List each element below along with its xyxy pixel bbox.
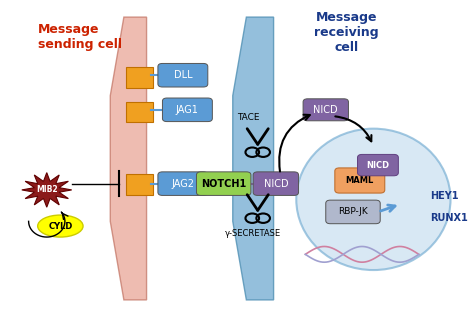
FancyBboxPatch shape	[163, 98, 212, 122]
Text: Message
sending cell: Message sending cell	[38, 23, 122, 51]
Text: Message
receiving
cell: Message receiving cell	[314, 11, 379, 54]
Polygon shape	[233, 17, 273, 300]
FancyBboxPatch shape	[126, 102, 154, 122]
Text: NICD: NICD	[264, 179, 288, 189]
Ellipse shape	[38, 215, 83, 237]
Text: TACE: TACE	[237, 113, 260, 122]
FancyBboxPatch shape	[335, 168, 385, 193]
FancyBboxPatch shape	[303, 99, 348, 121]
Text: RUNX1: RUNX1	[430, 213, 468, 223]
Text: NOTCH1: NOTCH1	[201, 179, 246, 189]
Text: NICD: NICD	[366, 161, 390, 170]
Ellipse shape	[296, 129, 450, 270]
FancyBboxPatch shape	[126, 174, 154, 195]
Text: JAG2: JAG2	[172, 179, 194, 189]
Text: MIB2: MIB2	[36, 185, 57, 194]
FancyBboxPatch shape	[158, 63, 208, 87]
FancyBboxPatch shape	[196, 172, 251, 195]
FancyBboxPatch shape	[326, 200, 380, 224]
Text: CYLD: CYLD	[48, 222, 73, 230]
FancyBboxPatch shape	[158, 172, 208, 195]
Text: MAML: MAML	[346, 176, 374, 185]
Text: RBP-JK: RBP-JK	[338, 207, 368, 217]
Text: DLL: DLL	[173, 70, 192, 80]
Polygon shape	[22, 173, 72, 207]
FancyBboxPatch shape	[357, 154, 398, 176]
FancyBboxPatch shape	[126, 68, 154, 88]
FancyBboxPatch shape	[253, 172, 299, 195]
Text: NICD: NICD	[313, 105, 338, 115]
Text: HEY1: HEY1	[430, 191, 459, 201]
Polygon shape	[110, 17, 146, 300]
FancyArrowPatch shape	[381, 205, 395, 211]
Text: γ-SECRETASE: γ-SECRETASE	[225, 229, 281, 238]
Text: JAG1: JAG1	[176, 105, 199, 115]
